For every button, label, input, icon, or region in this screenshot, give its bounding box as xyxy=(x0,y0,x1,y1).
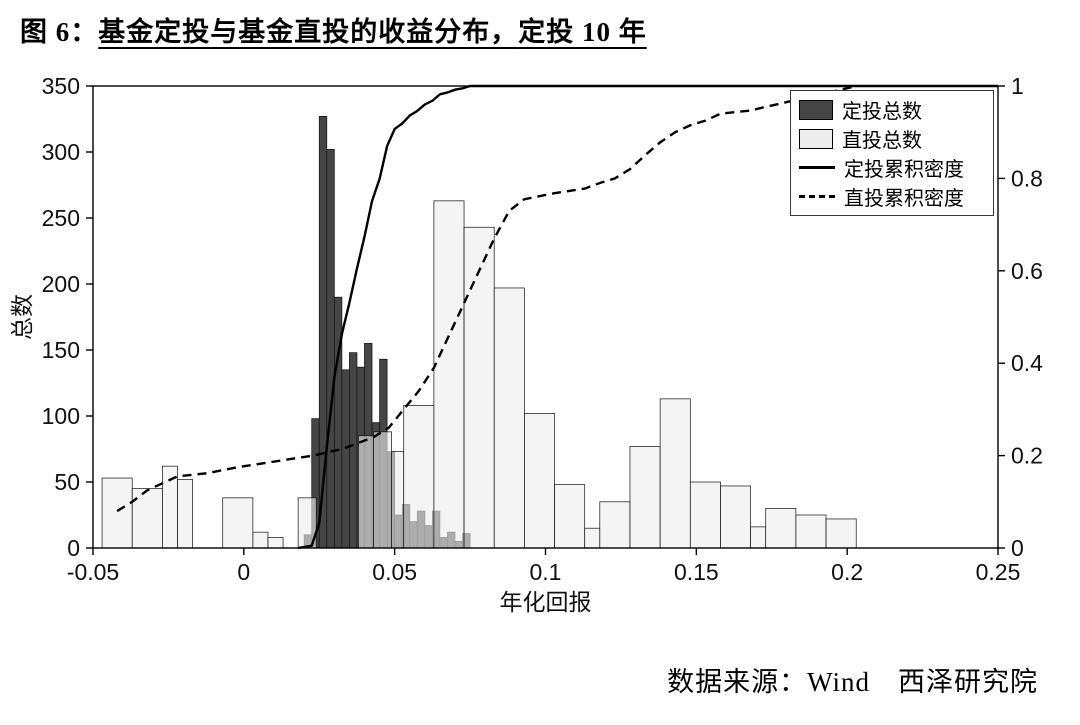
light-histogram-bar xyxy=(659,398,691,549)
light-histogram-bar xyxy=(463,226,495,549)
y-right-tick-label: 0 xyxy=(1011,535,1024,561)
x-axis-label: 年化回报 xyxy=(500,590,592,615)
dark-histogram-bar xyxy=(326,149,335,549)
light-histogram-bar xyxy=(524,413,555,549)
light-histogram-bar xyxy=(765,508,797,549)
x-tick-label: 0.15 xyxy=(674,559,719,585)
light-histogram-bar xyxy=(554,484,586,549)
y-right-tick-label: 0.8 xyxy=(1011,165,1043,191)
dark-bar-swatch-icon xyxy=(799,99,833,120)
dark-histogram-bar xyxy=(349,352,358,549)
figure-title-suffix: 定投 10 年 xyxy=(518,17,647,47)
light-histogram-bar xyxy=(358,435,374,549)
y-left-tick-label: 0 xyxy=(67,535,80,561)
light-histogram-bar xyxy=(629,446,661,549)
x-tick-label: 0 xyxy=(237,559,250,585)
figure-title-prefix: 图 6： xyxy=(20,17,99,47)
light-histogram-bar xyxy=(391,451,405,549)
y-right-tick-label: 1 xyxy=(1011,73,1024,99)
light-histogram-bar xyxy=(689,481,721,549)
chart-legend: 定投总数 直投总数 定投累积密度 直投累积密度 xyxy=(790,90,994,216)
legend-label: 直投总数 xyxy=(842,130,922,152)
light-histogram-bar xyxy=(825,518,857,549)
light-histogram-bar xyxy=(252,531,269,549)
x-tick-label: 0.2 xyxy=(831,559,863,585)
light-histogram-bar xyxy=(584,527,601,549)
legend-item-light-bars: 直投总数 xyxy=(799,124,985,153)
x-tick-label: 0.1 xyxy=(530,559,562,585)
y-axis-label: 总数 xyxy=(10,294,35,340)
light-bar-swatch-icon xyxy=(799,128,833,149)
light-histogram-bar xyxy=(493,287,525,549)
dark-histogram-bar xyxy=(341,369,350,549)
legend-item-dark-bars: 定投总数 xyxy=(799,95,985,124)
light-histogram-bar xyxy=(433,200,465,549)
solid-cdf-line xyxy=(297,84,998,550)
y-left-tick-label: 50 xyxy=(54,469,80,495)
dashed-line-swatch-icon xyxy=(799,195,835,198)
y-right-tick-label: 0.2 xyxy=(1011,443,1043,469)
light-histogram-bar xyxy=(795,514,827,549)
legend-label: 直投累积密度 xyxy=(844,188,964,210)
y-left-tick-label: 100 xyxy=(42,403,80,429)
light-histogram-bar xyxy=(101,477,133,549)
light-histogram-bar xyxy=(403,405,435,549)
legend-label: 定投总数 xyxy=(842,101,922,123)
y-left-tick-label: 350 xyxy=(42,73,80,99)
y-left-tick-label: 150 xyxy=(42,337,80,363)
solid-line-swatch-icon xyxy=(799,166,835,169)
figure-title: 图 6：基金定投与基金直投的收益分布，定投 10 年 xyxy=(20,10,647,49)
data-source: 数据来源：Wind 西泽研究院 xyxy=(667,660,1038,699)
legend-label: 定投累积密度 xyxy=(844,159,964,181)
light-histogram-bar xyxy=(177,479,193,549)
x-tick-label: 0.05 xyxy=(372,559,417,585)
light-histogram-bar xyxy=(267,537,284,549)
light-histogram-bar xyxy=(720,485,751,549)
x-tick-label: -0.05 xyxy=(67,559,119,585)
light-histogram-bar xyxy=(599,501,631,549)
legend-item-dashed-line: 直投累积密度 xyxy=(799,182,985,211)
dashed-cdf-line xyxy=(116,84,857,513)
chart-area: -0.05 0 0.05 0.1 0.15 0.2 0.25 0 50 100 150 200 250 3… xyxy=(8,58,1072,624)
y-right-tick-label: 0.4 xyxy=(1011,350,1043,376)
chart-canvas: -0.05 0 0.05 0.1 0.15 0.2 0.250501001502002503… xyxy=(10,73,1043,615)
light-histogram-bar xyxy=(373,431,392,549)
y-left-tick-label: 200 xyxy=(42,271,80,297)
data-source-text: 数据来源：Wind 西泽研究院 xyxy=(667,667,1038,697)
figure-title-main: 基金定投与基金直投的收益分布， xyxy=(98,17,519,47)
y-right-tick-label: 0.6 xyxy=(1011,258,1043,284)
y-left-tick-label: 300 xyxy=(42,139,80,165)
light-histogram-bar xyxy=(222,497,254,549)
y-left-tick-label: 250 xyxy=(42,205,80,231)
legend-item-solid-line: 定投累积密度 xyxy=(799,153,985,182)
light-histogram-bar xyxy=(750,526,767,549)
x-tick-label: 0.25 xyxy=(976,559,1021,585)
